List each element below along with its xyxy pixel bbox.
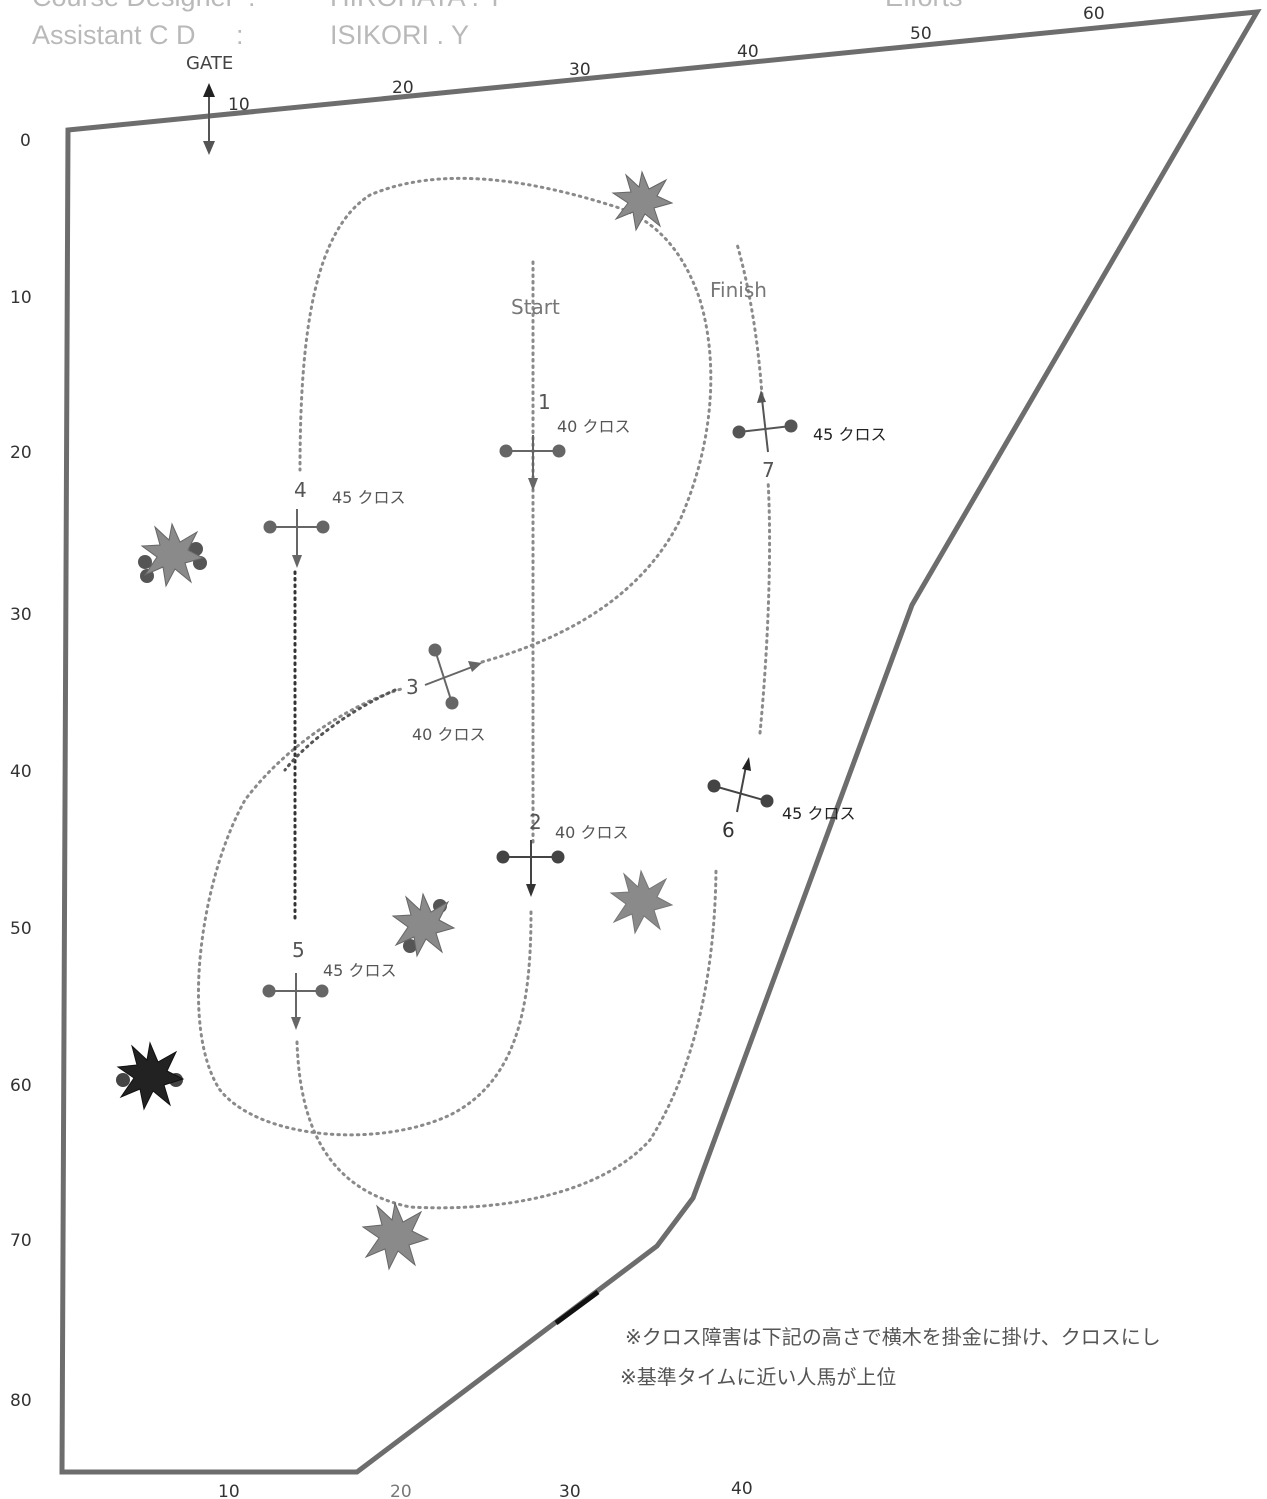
direction-arrow-icon (757, 390, 766, 403)
jump-number: 4 (294, 478, 307, 502)
left-axis-label: 30 (10, 605, 32, 625)
jump-number: 5 (292, 938, 305, 962)
note-ranking-rule: ※基準タイムに近い人馬が上位 (620, 1365, 896, 1389)
top-axis-label: 50 (910, 24, 932, 44)
flower-burst-icon (361, 1201, 430, 1271)
jump-5 (262, 973, 329, 1030)
route-3-to-4 (298, 176, 713, 664)
bottom-axis-label: 10 (218, 1482, 240, 1499)
top-axis-label: 60 (1083, 4, 1105, 24)
top-axis-label: 10 (228, 95, 250, 115)
left-axis-label: 50 (10, 919, 32, 939)
left-axis-label: 20 (10, 443, 32, 463)
direction-arrow-icon (528, 478, 538, 491)
jump-3 (424, 643, 482, 710)
bottom-axis-label: 40 (731, 1479, 753, 1499)
assistant-cd-name: ISIKORI . Y (330, 20, 469, 50)
direction-arrow-icon (291, 1017, 301, 1030)
left-axis-label: 40 (10, 762, 32, 782)
flower-burst-icon (611, 170, 674, 232)
bottom-axis-label: 20 (390, 1482, 412, 1499)
course-designer-label: Course Designer (32, 0, 235, 12)
direction-arrow-icon (292, 555, 302, 568)
efforts-label: Efforts (885, 0, 963, 12)
jump-7 (732, 390, 798, 453)
jump-1 (499, 435, 566, 491)
flower-burst-icon (116, 1041, 185, 1111)
assistant-cd-label: Assistant C D (32, 20, 196, 50)
left-axis-label: 10 (10, 288, 32, 308)
riding-route (196, 176, 772, 1210)
note-cross-rule: ※クロス障害は下記の高さで横木を掛金に掛け、クロスにし (625, 1325, 1161, 1349)
jump-2 (496, 840, 565, 897)
flower-burst-icon (609, 869, 674, 935)
jump-number: 2 (529, 810, 542, 834)
jump-number: 6 (722, 818, 735, 842)
flower-cluster (138, 522, 207, 588)
jump-number: 3 (406, 675, 419, 699)
left-axis-label: 0 (20, 131, 31, 151)
start-label: Start (511, 295, 560, 319)
jump-label: 45 クロス (332, 488, 405, 507)
jump-6 (707, 757, 774, 813)
top-axis-label: 30 (569, 60, 591, 80)
route-7-to-finish (735, 242, 764, 397)
jump-label: 40 クロス (555, 823, 628, 842)
top-axis-label: 20 (392, 78, 414, 98)
direction-arrow-icon (468, 661, 482, 672)
jump-4 (263, 509, 330, 568)
route-2-to-turn (196, 686, 533, 1137)
flower-burst-icon (391, 892, 456, 958)
jump-number: 1 (538, 390, 551, 414)
jump-label: 45 クロス (813, 425, 886, 444)
direction-arrow-icon (742, 757, 751, 771)
jump-label: 45 クロス (323, 961, 396, 980)
arena-boundary (59, 9, 1262, 1475)
finish-label: Finish (710, 278, 767, 302)
jump-label: 40 クロス (557, 417, 630, 436)
gate-double-arrow (203, 83, 215, 155)
top-axis-label: 40 (737, 42, 759, 62)
flower-burst-icon (140, 522, 205, 588)
direction-arrow-icon (526, 884, 536, 897)
route-cross-diagonal (283, 688, 397, 772)
decorations (116, 170, 674, 1271)
route-6-to-7 (758, 478, 772, 735)
course-designer-colon: : (248, 0, 256, 12)
jump-label: 40 クロス (412, 725, 485, 744)
flower-cluster (116, 1041, 185, 1111)
left-axis-label: 80 (10, 1391, 32, 1411)
route-5-to-6 (295, 868, 718, 1210)
bottom-axis-label: 30 (559, 1482, 581, 1499)
flower-cluster (391, 892, 456, 958)
course-designer-name: HIROHATA . Y (330, 0, 504, 12)
gate-label: GATE (186, 53, 233, 74)
jump-label: 45 クロス (782, 804, 855, 823)
left-axis-label: 70 (10, 1231, 32, 1251)
assistant-cd-colon: : (236, 20, 244, 50)
left-axis-label: 60 (10, 1076, 32, 1096)
arena-exit-marker (554, 1289, 600, 1326)
jump-number: 7 (762, 458, 775, 482)
